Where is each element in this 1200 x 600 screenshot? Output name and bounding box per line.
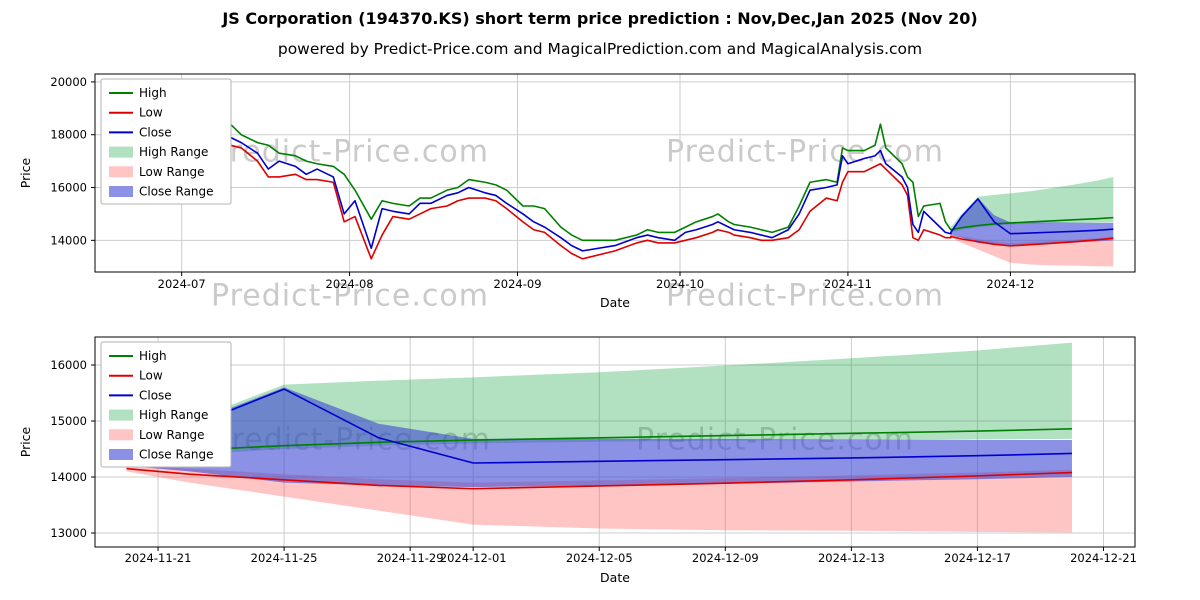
legend-label: Low Range [139, 165, 204, 179]
x-tick-label: 2024-11-25 [251, 551, 318, 565]
legend-label: Low Range [139, 428, 204, 442]
watermark: Predict-Price.com [211, 278, 489, 314]
low-line [126, 467, 1072, 490]
x-axis-label: Date [600, 570, 630, 585]
high-line [110, 83, 1114, 242]
x-tick-label: 2024-08 [326, 277, 374, 291]
close-line [110, 94, 1114, 252]
history-with-prediction-chart: 14000 16000 18000 20000 2024-07 2024-08 2024-0… [18, 73, 1136, 310]
legend-label: High Range [139, 145, 208, 159]
close-line [126, 388, 1072, 464]
legend-sample-high_range [109, 409, 133, 421]
x-tick-label: 2024-12-01 [440, 551, 507, 565]
low-line [110, 110, 1114, 260]
legend-label: Close [139, 388, 172, 402]
y-tick-label: 16000 [50, 181, 87, 195]
x-tick-label: 2024-09 [493, 277, 541, 291]
legend-label: Close [139, 125, 172, 139]
legend-sample-low_range [109, 429, 133, 441]
high-line [126, 428, 1072, 456]
x-axis-label: Date [600, 295, 630, 310]
x-tick-label: 2024-12-09 [692, 551, 759, 565]
legend-label: High [139, 86, 167, 100]
x-tick-label: 2024-11-29 [377, 551, 444, 565]
legend-sample-close_range [109, 186, 133, 197]
x-tick-label: 2024-12 [986, 277, 1034, 291]
legend-sample-low_range [109, 166, 133, 178]
y-tick-label: 20000 [50, 75, 87, 89]
legend-label: Low [139, 106, 163, 120]
y-tick-label: 13000 [50, 526, 87, 540]
legend-label: High Range [139, 408, 208, 422]
y-tick-label: 14000 [50, 233, 87, 247]
legend: High Low Close High Range Low Range Close Ran… [100, 341, 232, 468]
legend-label: Low [139, 369, 163, 383]
watermark: Predict-Price.com [666, 278, 944, 314]
prediction-zoom-chart: 13000 14000 15000 16000 2024-11-21 2024-11-25… [18, 336, 1137, 585]
legend-sample-close_range [109, 449, 133, 460]
legend-label: High [139, 349, 167, 363]
y-tick-label: 15000 [50, 414, 87, 428]
chart-title: JS Corporation (194370.KS) short term pr… [222, 9, 978, 28]
x-tick-label: 2024-12-17 [944, 551, 1011, 565]
legend-sample-high_range [109, 146, 133, 158]
y-tick-label: 14000 [50, 470, 87, 484]
y-tick-label: 16000 [50, 358, 87, 372]
y-axis-label: Price [18, 426, 33, 457]
y-axis-label: Price [18, 157, 33, 188]
x-tick-label: 2024-11 [824, 277, 872, 291]
x-tick-label: 2024-10 [656, 277, 704, 291]
x-tick-label: 2024-12-21 [1070, 551, 1137, 565]
x-tick-label: 2024-11-21 [125, 551, 192, 565]
x-tick-label: 2024-12-13 [818, 551, 885, 565]
legend-label: Close Range [139, 448, 214, 462]
chart-subtitle: powered by Predict-Price.com and Magical… [277, 40, 923, 58]
close-range-band [950, 198, 1114, 246]
x-tick-label: 2024-07 [158, 277, 206, 291]
close-range-band [126, 387, 1072, 488]
x-tick-label: 2024-12-05 [566, 551, 633, 565]
y-tick-label: 18000 [50, 128, 87, 142]
legend: High Low Close High Range Low Range Close Ran… [100, 78, 232, 205]
legend-label: Close Range [139, 185, 214, 199]
watermark: Predict-Price.com [666, 134, 944, 170]
